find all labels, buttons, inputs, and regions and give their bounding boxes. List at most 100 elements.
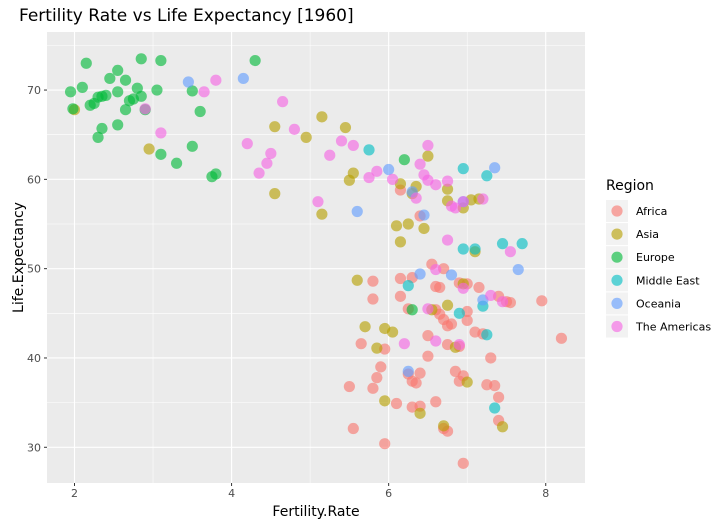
series-africa — [343, 184, 568, 469]
data-point — [383, 163, 395, 176]
legend-swatch — [611, 274, 623, 286]
legend-item: Asia — [606, 223, 659, 246]
data-point — [371, 342, 383, 354]
data-point — [512, 263, 524, 276]
data-point — [343, 380, 355, 393]
data-point — [477, 193, 489, 205]
data-point — [457, 243, 469, 255]
legend-label: Asia — [636, 228, 659, 241]
data-point — [119, 74, 132, 86]
data-point — [249, 54, 261, 67]
data-point — [237, 72, 249, 85]
data-point — [386, 326, 399, 338]
data-point — [430, 335, 442, 347]
y-tick-label: 60 — [27, 173, 41, 186]
data-point — [473, 281, 485, 294]
data-point — [351, 274, 363, 286]
data-point — [394, 236, 407, 248]
data-point — [375, 361, 387, 373]
data-point — [422, 139, 434, 152]
data-point — [441, 175, 454, 187]
data-point — [496, 296, 509, 308]
x-axis-title: Fertility.Rate — [272, 504, 359, 520]
data-point — [324, 149, 336, 161]
data-point — [418, 222, 430, 235]
data-point — [434, 281, 446, 294]
data-point — [461, 376, 473, 388]
data-point — [445, 269, 458, 281]
data-point — [414, 367, 426, 379]
data-point — [265, 147, 277, 160]
y-axis-title: Life.Expectancy — [11, 202, 27, 313]
data-point — [481, 170, 493, 182]
data-point — [112, 86, 124, 98]
legend-swatch — [611, 297, 623, 309]
data-point — [390, 220, 403, 232]
data-point — [390, 397, 403, 410]
data-point — [300, 131, 312, 143]
data-point — [386, 173, 399, 185]
data-point — [288, 123, 301, 135]
data-point — [457, 457, 469, 469]
data-point — [186, 140, 198, 152]
legend-item: Oceania — [606, 292, 681, 315]
data-point — [339, 121, 352, 134]
data-point — [155, 148, 167, 160]
data-point — [441, 183, 454, 195]
legend-label: Oceania — [636, 297, 681, 310]
legend-title: Region — [606, 178, 654, 194]
data-point — [406, 304, 418, 316]
data-point — [410, 377, 422, 389]
data-point — [371, 165, 383, 177]
data-point — [422, 330, 434, 342]
data-point — [316, 208, 328, 220]
data-point — [414, 407, 426, 419]
data-point — [351, 205, 363, 218]
x-tick-label: 2 — [71, 487, 78, 500]
data-point — [418, 209, 430, 221]
data-point — [496, 238, 509, 250]
data-point — [206, 171, 218, 183]
data-point — [363, 144, 375, 156]
data-point — [504, 246, 516, 258]
data-point — [536, 295, 548, 307]
data-point — [139, 103, 151, 115]
legend-label: Middle East — [636, 274, 700, 287]
data-point — [143, 143, 155, 155]
x-tick-label: 8 — [542, 487, 549, 500]
data-point — [355, 338, 367, 350]
data-point — [430, 179, 442, 191]
data-point — [414, 268, 426, 280]
data-point — [316, 111, 328, 123]
data-point — [135, 53, 147, 65]
data-point — [402, 218, 414, 230]
data-point — [367, 293, 379, 305]
legend-swatch — [611, 251, 623, 263]
data-point — [335, 135, 348, 147]
data-point — [516, 238, 528, 250]
y-tick-label: 40 — [27, 352, 41, 365]
data-point — [119, 104, 132, 116]
series-the-americas — [139, 74, 516, 351]
data-point — [398, 338, 410, 350]
data-point — [469, 243, 481, 255]
data-point — [379, 395, 391, 407]
data-point — [347, 422, 359, 435]
grid-minor — [47, 32, 585, 483]
data-point — [261, 157, 273, 169]
data-point — [394, 272, 407, 285]
data-point — [194, 105, 206, 118]
data-point — [457, 163, 469, 175]
data-point — [269, 121, 281, 133]
data-point — [441, 299, 454, 311]
data-point — [449, 202, 462, 214]
y-tick-label: 50 — [27, 263, 41, 276]
data-point — [398, 154, 410, 166]
data-point — [430, 263, 442, 276]
data-point — [402, 365, 414, 377]
data-point — [457, 282, 469, 294]
x-axis: 2 4 6 8 — [71, 483, 549, 500]
data-point — [481, 329, 493, 341]
data-point — [496, 421, 509, 433]
